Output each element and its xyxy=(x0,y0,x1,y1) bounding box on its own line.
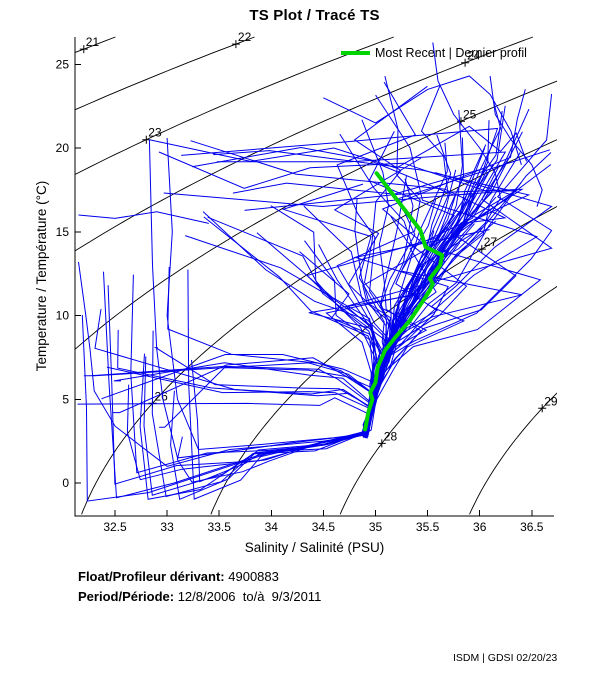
contour-label-plus xyxy=(377,439,386,448)
contour-label-text: 28 xyxy=(384,429,398,443)
profile-line xyxy=(363,198,523,435)
x-tick-label: 34.5 xyxy=(312,520,336,534)
profile-line xyxy=(149,125,528,169)
profile-line xyxy=(126,384,364,481)
isopycnal-25 xyxy=(75,80,557,350)
x-axis-label: Salinity / Salinité (PSU) xyxy=(244,540,385,555)
legend-label: Most Recent | Dernier profil xyxy=(375,46,527,60)
contour-label-plus xyxy=(461,58,470,67)
isopycnal-26 xyxy=(81,139,557,515)
tick-labels: 32.5 33 33.5 34 34.5 35 35.5 36 36.5 0 5 10 15 20 25 xyxy=(56,57,544,534)
isopycnal-24 xyxy=(75,36,534,252)
float-info-line: Float/Profileur dérivant: 4900883 xyxy=(78,569,279,584)
contour-label-plus xyxy=(142,135,151,144)
period-info-line: Period/Période: 12/8/2006 to/à 9/3/2011 xyxy=(78,589,321,604)
x-tick-label: 36.5 xyxy=(520,520,544,534)
profile-line xyxy=(83,365,373,437)
period-label: Period/Période: xyxy=(78,589,175,604)
contour-label-text: 29 xyxy=(544,394,558,408)
profile-line xyxy=(78,261,364,467)
contour-label-text: 24 xyxy=(467,49,481,63)
profile-line xyxy=(148,139,366,459)
axes xyxy=(74,37,554,517)
contour-label-plus xyxy=(79,45,88,54)
y-tick-label: 25 xyxy=(56,57,70,71)
footer-credit: ISDM | GDSI 02/20/23 xyxy=(453,652,558,664)
profile-line xyxy=(323,75,522,165)
profiles-cloud xyxy=(77,42,553,502)
profile-line xyxy=(103,271,365,499)
profile-line xyxy=(489,75,543,207)
profile-line xyxy=(363,172,553,437)
y-tick-label: 0 xyxy=(62,476,69,490)
x-tick-label: 32.5 xyxy=(103,520,127,534)
contour-label-plus xyxy=(538,404,547,413)
profile-line xyxy=(117,329,374,435)
float-label: Float/Profileur dérivant: xyxy=(78,569,225,584)
contour-label-plus xyxy=(477,245,486,254)
most-recent-profile-line xyxy=(363,171,445,432)
profile-line xyxy=(232,167,485,435)
profile-line xyxy=(81,314,365,502)
x-tick-label: 36 xyxy=(473,520,487,534)
contour-label-plus xyxy=(231,40,240,49)
profile-line xyxy=(166,137,366,451)
period-value: 12/8/2006 to/à 9/3/2011 xyxy=(177,589,322,604)
isopycnal-23 xyxy=(75,36,394,176)
profile-line xyxy=(139,353,363,500)
contour-label-text: 21 xyxy=(86,35,100,49)
profile-line xyxy=(159,367,379,437)
profile-line xyxy=(130,274,364,474)
contour-label-text: 23 xyxy=(148,126,162,140)
x-tick-label: 33 xyxy=(160,520,174,534)
y-tick-label: 15 xyxy=(56,225,70,239)
isopycnal-21 xyxy=(75,36,116,54)
y-axis-label: Temperature / Température (°C) xyxy=(34,180,49,372)
x-tick-label: 34 xyxy=(265,520,279,534)
legend-line-swatch xyxy=(341,51,370,55)
profile-line xyxy=(364,94,538,436)
float-value: 4900883 xyxy=(228,569,279,584)
profile-line xyxy=(187,269,363,500)
profile-line xyxy=(362,93,553,437)
y-tick-label: 10 xyxy=(56,309,70,323)
isopycnal-contours xyxy=(75,36,557,515)
isopycnal-28 xyxy=(339,285,557,515)
isopycnal-27 xyxy=(210,206,557,515)
axis-spines xyxy=(74,37,554,517)
x-tick-label: 35.5 xyxy=(416,520,440,534)
legend: Most Recent | Dernier profil xyxy=(341,46,527,60)
x-tick-label: 33.5 xyxy=(208,520,232,534)
profile-line xyxy=(363,182,522,436)
contour-label-text: 27 xyxy=(484,235,498,249)
profile-line xyxy=(167,266,376,437)
x-tick-label: 35 xyxy=(369,520,383,534)
y-tick-label: 20 xyxy=(56,141,70,155)
profile-line xyxy=(216,151,507,436)
chart-title: TS Plot / Tracé TS xyxy=(249,7,380,24)
contour-label-text: 25 xyxy=(463,107,477,121)
profile-line xyxy=(78,211,209,224)
isopycnal-29 xyxy=(469,392,557,515)
isopycnal-22 xyxy=(75,36,255,111)
profile-line xyxy=(151,330,365,498)
profile-line xyxy=(107,285,364,485)
y-tick-label: 5 xyxy=(62,392,69,406)
profile-line xyxy=(158,151,493,434)
contour-label-text: 22 xyxy=(238,30,252,44)
